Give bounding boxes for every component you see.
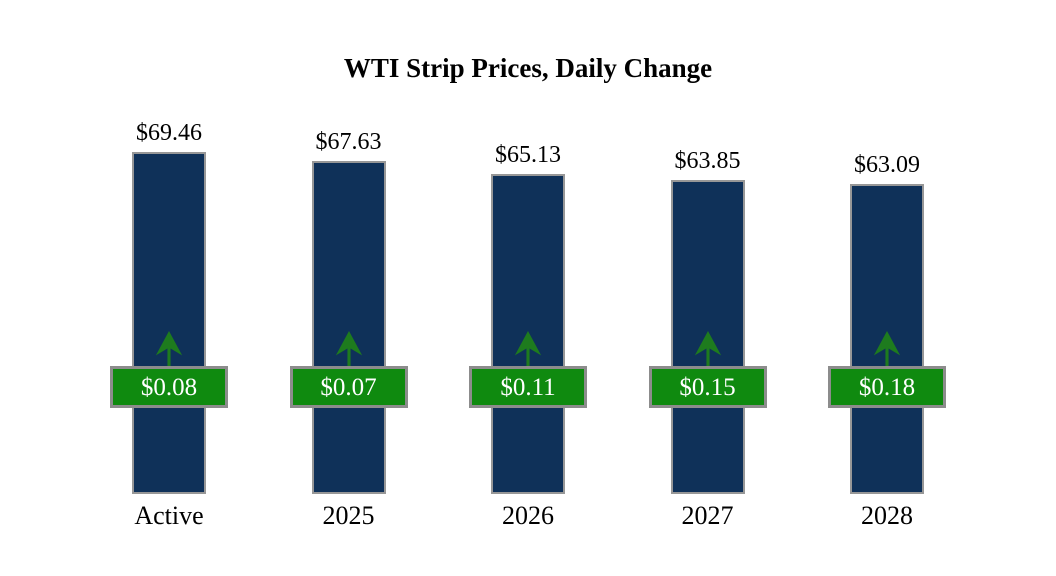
bar-group: $67.63 $0.07 2025: [259, 0, 439, 576]
up-arrow-icon: [514, 330, 542, 367]
daily-change-value: $0.15: [679, 373, 736, 401]
bar-group: $63.09 $0.18 2028: [797, 0, 977, 576]
bar-value-label: $69.46: [136, 120, 202, 147]
up-arrow-icon: [873, 330, 901, 367]
daily-change-badge: $0.07: [289, 366, 408, 408]
price-bar: [311, 161, 386, 494]
daily-change-value: $0.11: [500, 373, 556, 401]
daily-change-badge: $0.08: [110, 366, 228, 408]
daily-change-value: $0.18: [858, 373, 916, 401]
category-label: Active: [134, 501, 204, 530]
bar-value-label: $65.13: [495, 141, 561, 168]
category-label: 2028: [861, 501, 913, 530]
chart-title: WTI Strip Prices, Daily Change: [343, 53, 713, 83]
daily-change-value: $0.08: [140, 373, 198, 401]
daily-change-badge: $0.18: [828, 366, 946, 408]
up-arrow-icon: [335, 330, 362, 367]
category-label: 2026: [502, 501, 554, 530]
daily-change-value: $0.07: [320, 373, 377, 401]
category-label: 2025: [322, 501, 375, 530]
bar-group: $63.85 $0.15 2027: [618, 0, 798, 576]
price-bar: [132, 152, 206, 494]
bar-value-label: $63.09: [854, 151, 920, 178]
bar-group: $69.46 $0.08 Active: [79, 0, 259, 576]
up-arrow-icon: [694, 330, 721, 367]
bar-value-label: $63.85: [674, 147, 741, 174]
up-arrow-icon: [155, 330, 183, 367]
daily-change-badge: $0.11: [469, 366, 587, 408]
daily-change-badge: $0.15: [648, 366, 767, 408]
category-label: 2027: [681, 501, 734, 530]
bar-value-label: $67.63: [315, 129, 382, 156]
bar-group: $65.13 $0.11 2026: [438, 0, 618, 576]
